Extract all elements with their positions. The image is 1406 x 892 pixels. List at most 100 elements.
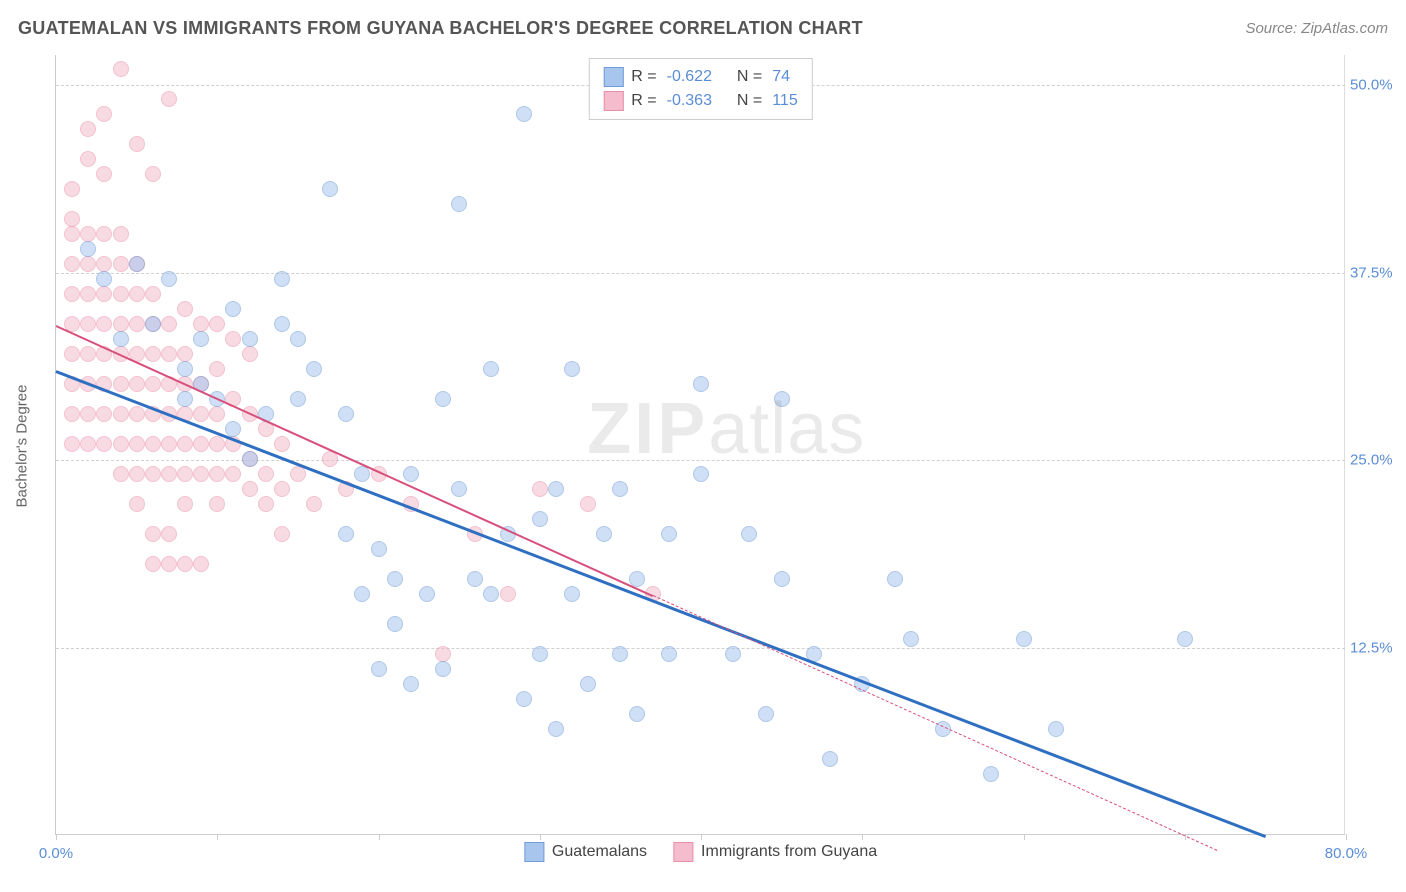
- scatter-point: [258, 496, 274, 512]
- scatter-point: [193, 556, 209, 572]
- legend-swatch: [603, 91, 623, 111]
- legend-r-label: R =: [631, 92, 656, 110]
- scatter-point: [225, 331, 241, 347]
- scatter-point: [193, 331, 209, 347]
- scatter-point: [64, 211, 80, 227]
- scatter-point: [548, 481, 564, 497]
- scatter-point: [403, 676, 419, 692]
- scatter-point: [177, 556, 193, 572]
- scatter-point: [483, 586, 499, 602]
- scatter-point: [741, 526, 757, 542]
- scatter-point: [983, 766, 999, 782]
- scatter-point: [161, 556, 177, 572]
- scatter-point: [145, 346, 161, 362]
- scatter-point: [113, 376, 129, 392]
- scatter-point: [113, 331, 129, 347]
- scatter-point: [193, 466, 209, 482]
- scatter-point: [435, 391, 451, 407]
- scatter-point: [1177, 631, 1193, 647]
- legend-item: Guatemalans: [524, 842, 647, 862]
- scatter-point: [80, 256, 96, 272]
- legend-r-label: R =: [631, 68, 656, 86]
- scatter-point: [274, 271, 290, 287]
- trend-line-extrapolated: [652, 595, 1217, 851]
- scatter-point: [242, 346, 258, 362]
- scatter-point: [435, 661, 451, 677]
- y-tick-label: 12.5%: [1350, 639, 1400, 656]
- scatter-point: [516, 106, 532, 122]
- scatter-point: [64, 256, 80, 272]
- scatter-point: [580, 496, 596, 512]
- scatter-point: [161, 271, 177, 287]
- scatter-point: [177, 346, 193, 362]
- scatter-point: [693, 376, 709, 392]
- scatter-point: [451, 196, 467, 212]
- scatter-point: [161, 316, 177, 332]
- scatter-point: [161, 91, 177, 107]
- x-tick: [1346, 834, 1347, 840]
- scatter-point: [80, 316, 96, 332]
- watermark: ZIPatlas: [587, 388, 865, 470]
- scatter-point: [532, 481, 548, 497]
- x-tick: [379, 834, 380, 840]
- scatter-point: [774, 391, 790, 407]
- scatter-point: [80, 286, 96, 302]
- scatter-point: [209, 436, 225, 452]
- gridline: [56, 648, 1345, 649]
- scatter-point: [209, 466, 225, 482]
- scatter-point: [451, 481, 467, 497]
- x-tick: [217, 834, 218, 840]
- scatter-point: [96, 106, 112, 122]
- scatter-point: [113, 286, 129, 302]
- scatter-point: [242, 481, 258, 497]
- scatter-point: [596, 526, 612, 542]
- scatter-point: [387, 571, 403, 587]
- scatter-point: [80, 406, 96, 422]
- y-tick-label: 50.0%: [1350, 77, 1400, 94]
- scatter-point: [129, 136, 145, 152]
- scatter-point: [629, 706, 645, 722]
- scatter-point: [113, 436, 129, 452]
- scatter-point: [516, 691, 532, 707]
- scatter-point: [113, 466, 129, 482]
- scatter-point: [80, 346, 96, 362]
- scatter-point: [177, 496, 193, 512]
- scatter-point: [193, 436, 209, 452]
- scatter-point: [113, 316, 129, 332]
- gridline: [56, 273, 1345, 274]
- scatter-point: [96, 166, 112, 182]
- scatter-point: [145, 166, 161, 182]
- scatter-point: [177, 301, 193, 317]
- scatter-point: [548, 721, 564, 737]
- scatter-point: [612, 481, 628, 497]
- scatter-point: [129, 496, 145, 512]
- scatter-point: [322, 181, 338, 197]
- scatter-point: [129, 376, 145, 392]
- right-axis-line: [1344, 55, 1345, 834]
- x-tick-label: 0.0%: [39, 845, 73, 862]
- scatter-point: [145, 556, 161, 572]
- scatter-point: [500, 586, 516, 602]
- scatter-point: [532, 646, 548, 662]
- scatter-point: [64, 181, 80, 197]
- scatter-point: [725, 646, 741, 662]
- scatter-point: [145, 316, 161, 332]
- scatter-point: [338, 406, 354, 422]
- scatter-point: [1016, 631, 1032, 647]
- scatter-point: [338, 526, 354, 542]
- scatter-point: [129, 316, 145, 332]
- scatter-point: [161, 466, 177, 482]
- scatter-point: [274, 481, 290, 497]
- scatter-point: [96, 226, 112, 242]
- scatter-point: [822, 751, 838, 767]
- scatter-point: [209, 316, 225, 332]
- scatter-point: [145, 436, 161, 452]
- scatter-point: [161, 526, 177, 542]
- scatter-point: [145, 286, 161, 302]
- legend-r-value: -0.363: [667, 92, 712, 110]
- scatter-point: [80, 436, 96, 452]
- x-tick: [56, 834, 57, 840]
- scatter-point: [193, 316, 209, 332]
- x-tick: [701, 834, 702, 840]
- scatter-point: [354, 586, 370, 602]
